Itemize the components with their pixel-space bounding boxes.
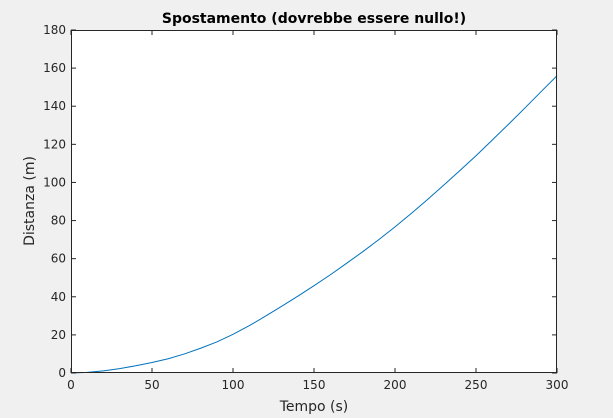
series-layer xyxy=(70,75,558,374)
y-tick-label: 0 xyxy=(58,366,66,380)
x-tick-label: 0 xyxy=(67,378,75,392)
x-tick-label: 150 xyxy=(303,378,326,392)
series-line-0 xyxy=(70,75,558,374)
y-tick-label: 100 xyxy=(43,175,66,189)
y-tick-label: 180 xyxy=(43,23,66,37)
y-tick-label: 140 xyxy=(43,99,66,113)
x-tick-label: 250 xyxy=(465,378,488,392)
chart-title: Spostamento (dovrebbe essere nullo!) xyxy=(162,11,466,27)
y-tick-label: 40 xyxy=(51,290,66,304)
x-tick-label: 200 xyxy=(384,378,407,392)
x-tick-label: 300 xyxy=(546,378,569,392)
x-tick-label: 50 xyxy=(144,378,159,392)
y-axis-label: Distanza (m) xyxy=(22,156,38,246)
axes-layer: 0 50 100 150 200 250 300 0 20 40 60 80 100 120 140 160 1… xyxy=(43,23,568,392)
plot-area xyxy=(71,30,557,373)
y-tick-label: 20 xyxy=(51,328,66,342)
y-tick-label: 60 xyxy=(51,252,66,266)
y-tick-label: 120 xyxy=(43,137,66,151)
y-tick-label: 160 xyxy=(43,61,66,75)
y-tick-label: 80 xyxy=(51,214,66,228)
x-axis-label: Tempo (s) xyxy=(279,399,349,415)
x-tick-label: 100 xyxy=(222,378,245,392)
